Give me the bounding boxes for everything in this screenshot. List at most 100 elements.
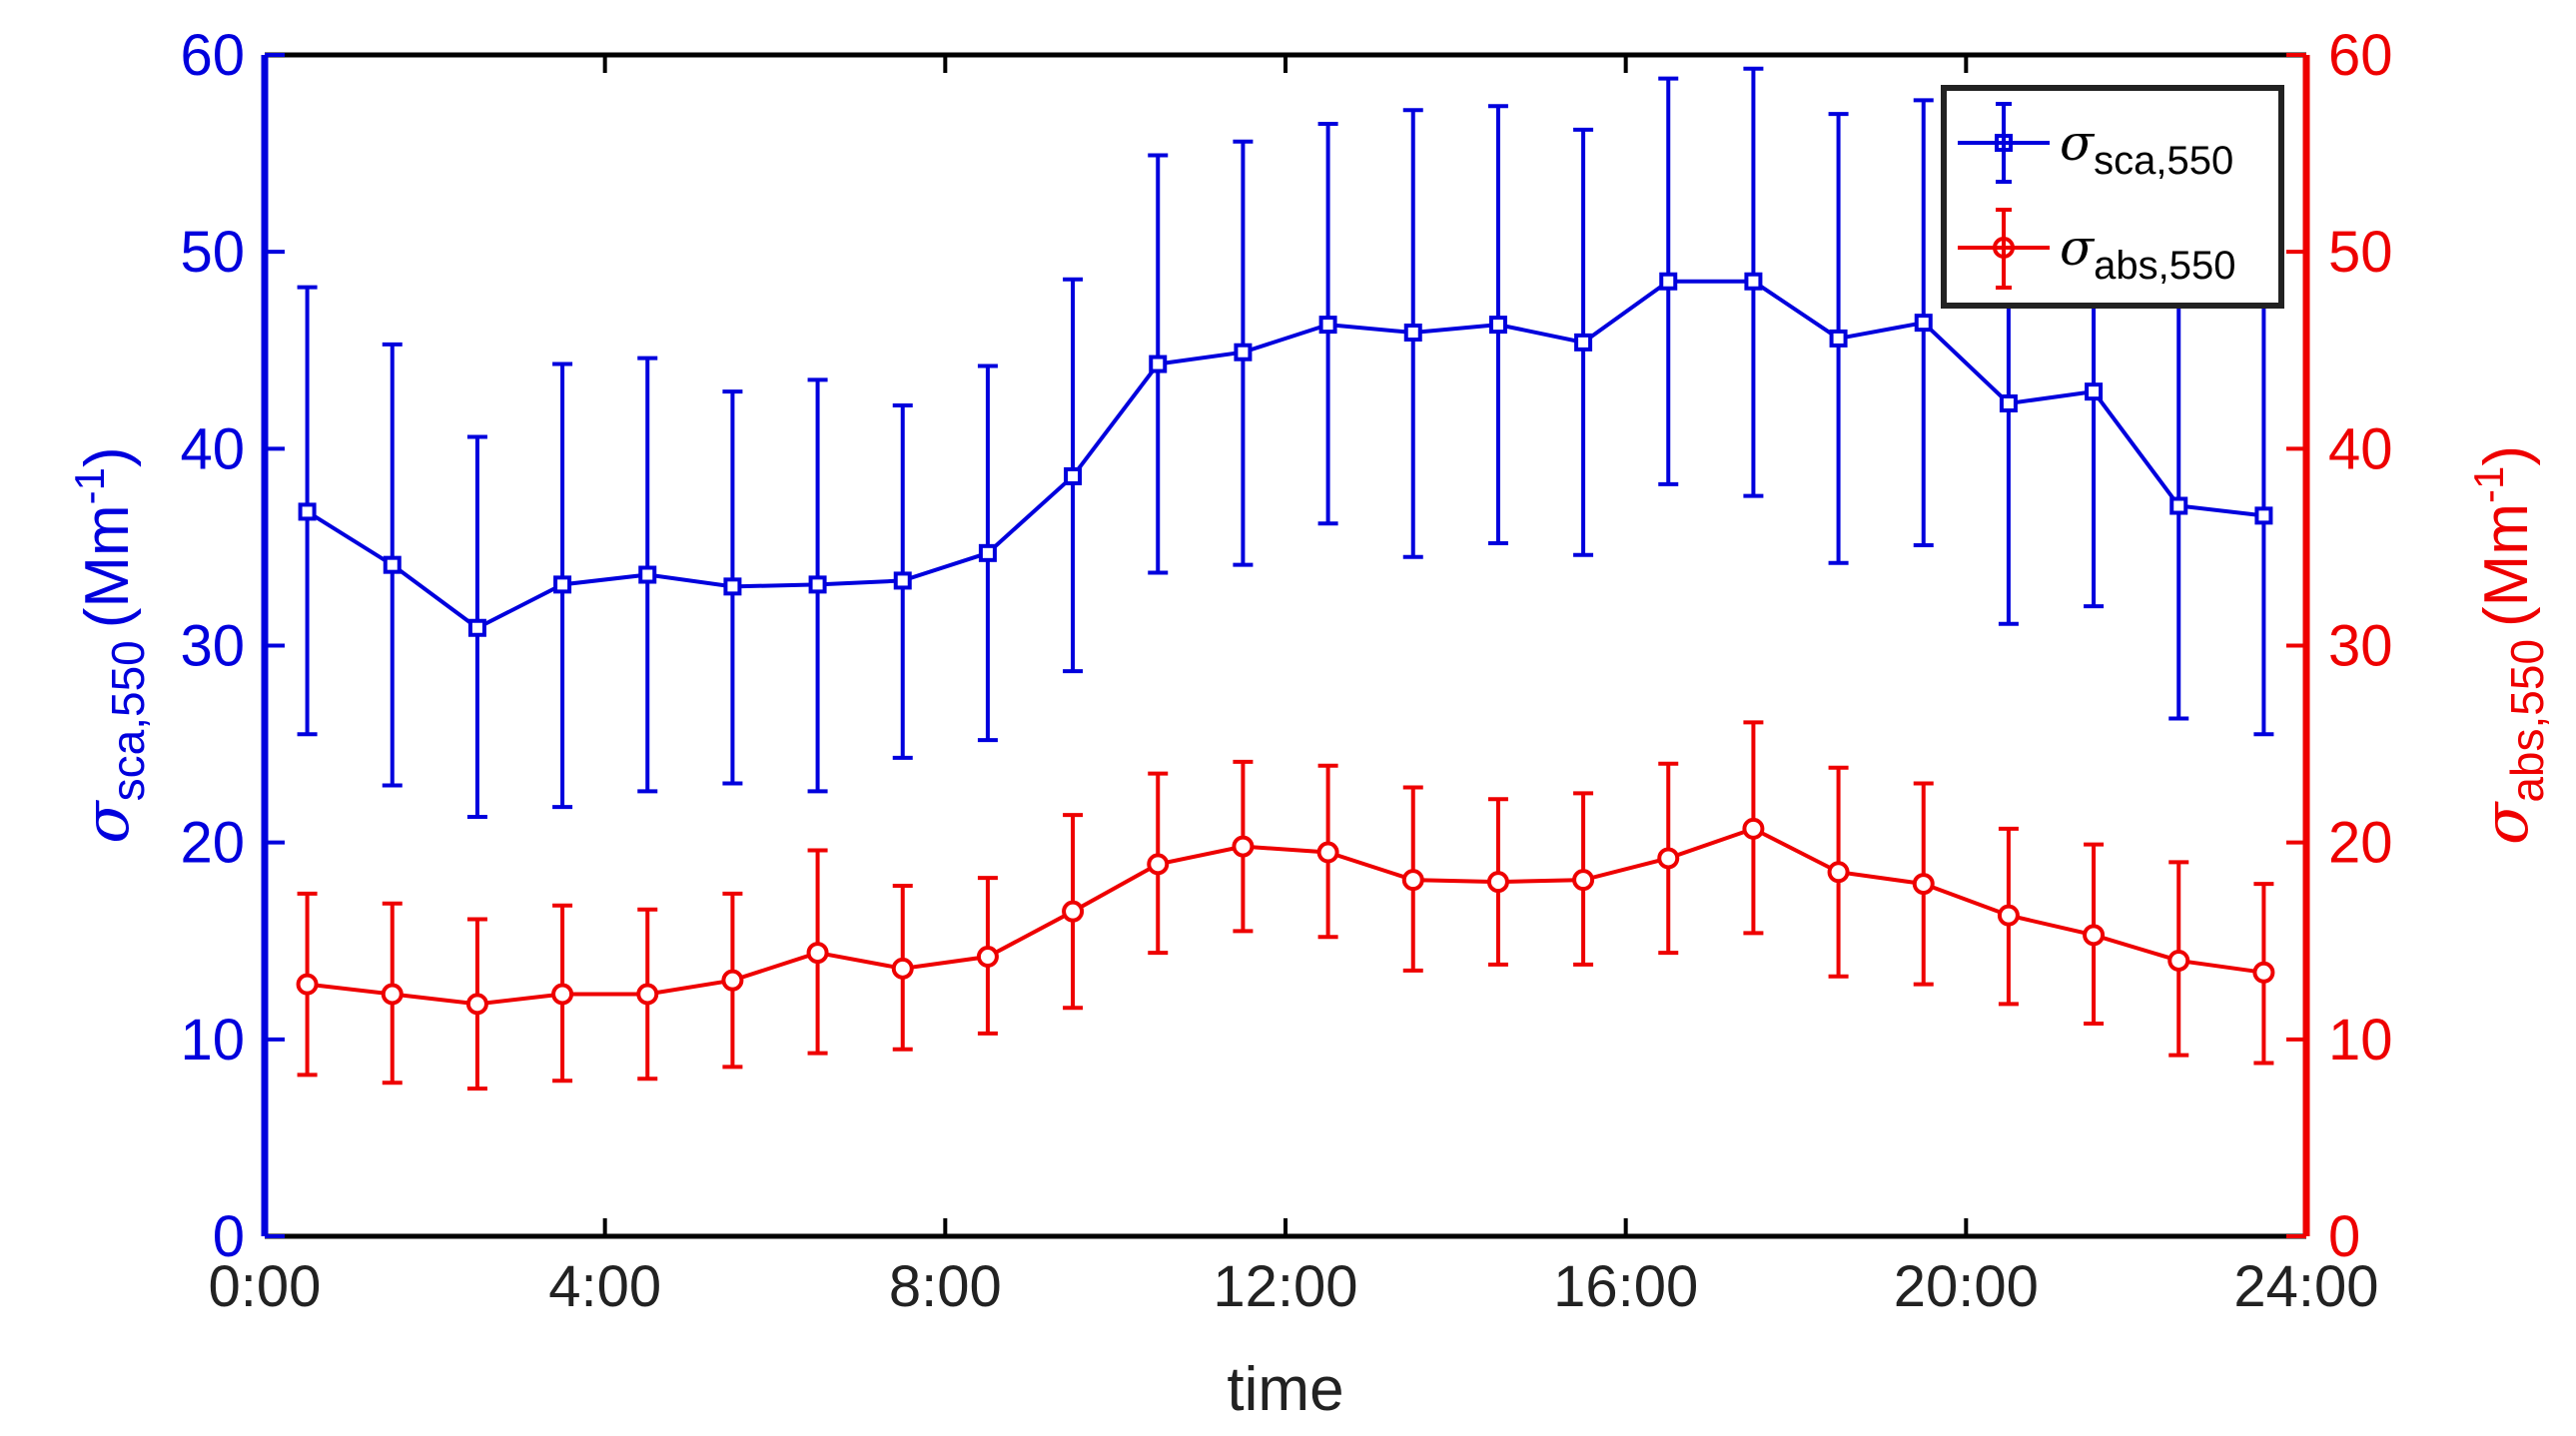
data-point-scattering bbox=[1149, 355, 1168, 373]
left-axis-title-subscript: sca,550 bbox=[102, 640, 154, 801]
data-point-absorption bbox=[806, 942, 829, 965]
right-axis-title: σabs,550 (Mm-1) bbox=[2465, 445, 2553, 845]
data-point-absorption bbox=[976, 946, 999, 969]
right-y-tick-label: 40 bbox=[2328, 416, 2393, 481]
data-point-scattering bbox=[1064, 466, 1083, 485]
x-tick-label: 4:00 bbox=[548, 1254, 661, 1319]
legend-label-scattering-subscript: sca,550 bbox=[2094, 139, 2233, 183]
x-tick-label: 20:00 bbox=[1894, 1254, 2039, 1319]
right-y-tick-label: 10 bbox=[2328, 1008, 2393, 1073]
x-tick-label: 24:00 bbox=[2233, 1254, 2378, 1319]
right-y-axis: 0 10 20 30 40 50 60 bbox=[2286, 23, 2393, 1269]
left-y-tick-label: 60 bbox=[180, 23, 245, 88]
data-point-absorption bbox=[1232, 835, 1255, 858]
left-y-tick-label: 40 bbox=[180, 416, 245, 481]
data-point-scattering bbox=[1829, 329, 1848, 348]
left-y-tick-label: 0 bbox=[213, 1204, 245, 1269]
left-y-tick-label: 10 bbox=[180, 1008, 245, 1073]
legend-entry-absorption: σabs,550 bbox=[1958, 208, 2235, 290]
data-point-scattering bbox=[383, 555, 402, 574]
legend-label-scattering: σsca,550 bbox=[2060, 114, 2233, 183]
left-axis-title-exponent: -1 bbox=[66, 467, 113, 504]
right-y-tick-label: 20 bbox=[2328, 811, 2393, 876]
data-point-scattering bbox=[2254, 506, 2273, 525]
data-point-scattering bbox=[893, 571, 912, 590]
data-point-scattering bbox=[1403, 324, 1422, 343]
data-point-scattering bbox=[1234, 343, 1253, 361]
data-point-scattering bbox=[978, 543, 997, 562]
data-point-scattering bbox=[1744, 272, 1763, 291]
legend-label-absorption-symbol: σ bbox=[2060, 219, 2096, 277]
data-point-absorption bbox=[1486, 871, 1509, 894]
data-point-absorption bbox=[1572, 869, 1595, 892]
data-point-absorption bbox=[1316, 841, 1339, 864]
data-point-absorption bbox=[1912, 873, 1935, 896]
legend-label-scattering-symbol: σ bbox=[2060, 114, 2096, 172]
right-y-tick-label: 30 bbox=[2328, 614, 2393, 679]
data-point-scattering bbox=[638, 565, 657, 584]
data-point-scattering bbox=[2085, 382, 2104, 401]
legend: σsca,550 σabs,550 bbox=[1941, 85, 2284, 309]
data-point-absorption bbox=[551, 983, 574, 1006]
legend-label-absorption: σabs,550 bbox=[2060, 219, 2235, 288]
data-point-scattering bbox=[1318, 316, 1337, 335]
x-tick-label: 0:00 bbox=[209, 1254, 322, 1319]
right-axis-title-unit: (Mm bbox=[2472, 503, 2541, 627]
left-axis-title: σsca,550 (Mm-1) bbox=[66, 446, 154, 843]
x-axis-ticks: 0:00 4:00 8:00 12:00 16:00 20:00 24:00 bbox=[209, 55, 2379, 1319]
legend-box bbox=[1941, 85, 2284, 309]
data-point-absorption bbox=[636, 983, 659, 1006]
legend-label-absorption-subscript: abs,550 bbox=[2094, 244, 2235, 288]
series-scattering bbox=[297, 66, 2274, 820]
data-point-absorption bbox=[2167, 949, 2190, 972]
left-axis-title-symbol: σ bbox=[70, 800, 143, 844]
data-point-absorption bbox=[891, 957, 914, 980]
right-axis-title-subscript: abs,550 bbox=[2501, 639, 2553, 803]
data-point-absorption bbox=[1062, 900, 1085, 923]
legend-marker-absorption bbox=[1993, 237, 2015, 259]
left-y-tick-label: 30 bbox=[180, 614, 245, 679]
right-axis-title-exponent: -1 bbox=[2465, 466, 2512, 503]
series-layer bbox=[296, 66, 2275, 1091]
series-line-absorption bbox=[307, 826, 2264, 1007]
left-y-tick-label: 20 bbox=[180, 811, 245, 876]
data-point-absorption bbox=[721, 969, 744, 992]
data-point-scattering bbox=[1914, 314, 1933, 333]
legend-marker-scattering bbox=[1995, 134, 2013, 152]
data-point-scattering bbox=[1999, 393, 2018, 412]
data-point-absorption bbox=[2252, 961, 2275, 984]
x-tick-label: 16:00 bbox=[1553, 1254, 1698, 1319]
right-axis-title-close: ) bbox=[2472, 445, 2541, 466]
left-axis-title-close: ) bbox=[73, 446, 142, 467]
data-point-absorption bbox=[1147, 853, 1170, 876]
data-point-scattering bbox=[723, 577, 742, 596]
data-point-scattering bbox=[1488, 316, 1507, 335]
data-point-scattering bbox=[1659, 272, 1678, 291]
left-y-tick-label: 50 bbox=[180, 220, 245, 285]
data-point-absorption bbox=[381, 983, 404, 1006]
x-tick-label: 12:00 bbox=[1213, 1254, 1357, 1319]
data-point-absorption bbox=[1742, 817, 1765, 840]
data-point-absorption bbox=[296, 973, 319, 996]
data-point-scattering bbox=[467, 618, 486, 637]
data-point-scattering bbox=[1574, 333, 1593, 352]
right-y-tick-label: 0 bbox=[2328, 1204, 2360, 1269]
data-point-scattering bbox=[2169, 496, 2188, 515]
data-point-absorption bbox=[1657, 847, 1680, 870]
x-tick-label: 8:00 bbox=[889, 1254, 1002, 1319]
data-point-absorption bbox=[1997, 904, 2020, 927]
x-axis-title: time bbox=[1227, 1355, 1343, 1424]
data-point-scattering bbox=[553, 575, 572, 594]
left-y-axis: 0 10 20 30 40 50 60 bbox=[180, 23, 285, 1269]
right-y-tick-label: 50 bbox=[2328, 220, 2393, 285]
left-axis-title-unit: (Mm bbox=[73, 504, 142, 628]
data-point-absorption bbox=[1401, 869, 1424, 892]
series-line-scattering bbox=[306, 279, 2264, 631]
series-absorption bbox=[296, 720, 2275, 1091]
legend-entry-scattering: σsca,550 bbox=[1958, 102, 2233, 184]
data-point-absorption bbox=[465, 993, 488, 1016]
data-point-scattering bbox=[298, 502, 317, 521]
data-point-absorption bbox=[1827, 861, 1850, 884]
right-axis-title-symbol: σ bbox=[2469, 801, 2542, 845]
